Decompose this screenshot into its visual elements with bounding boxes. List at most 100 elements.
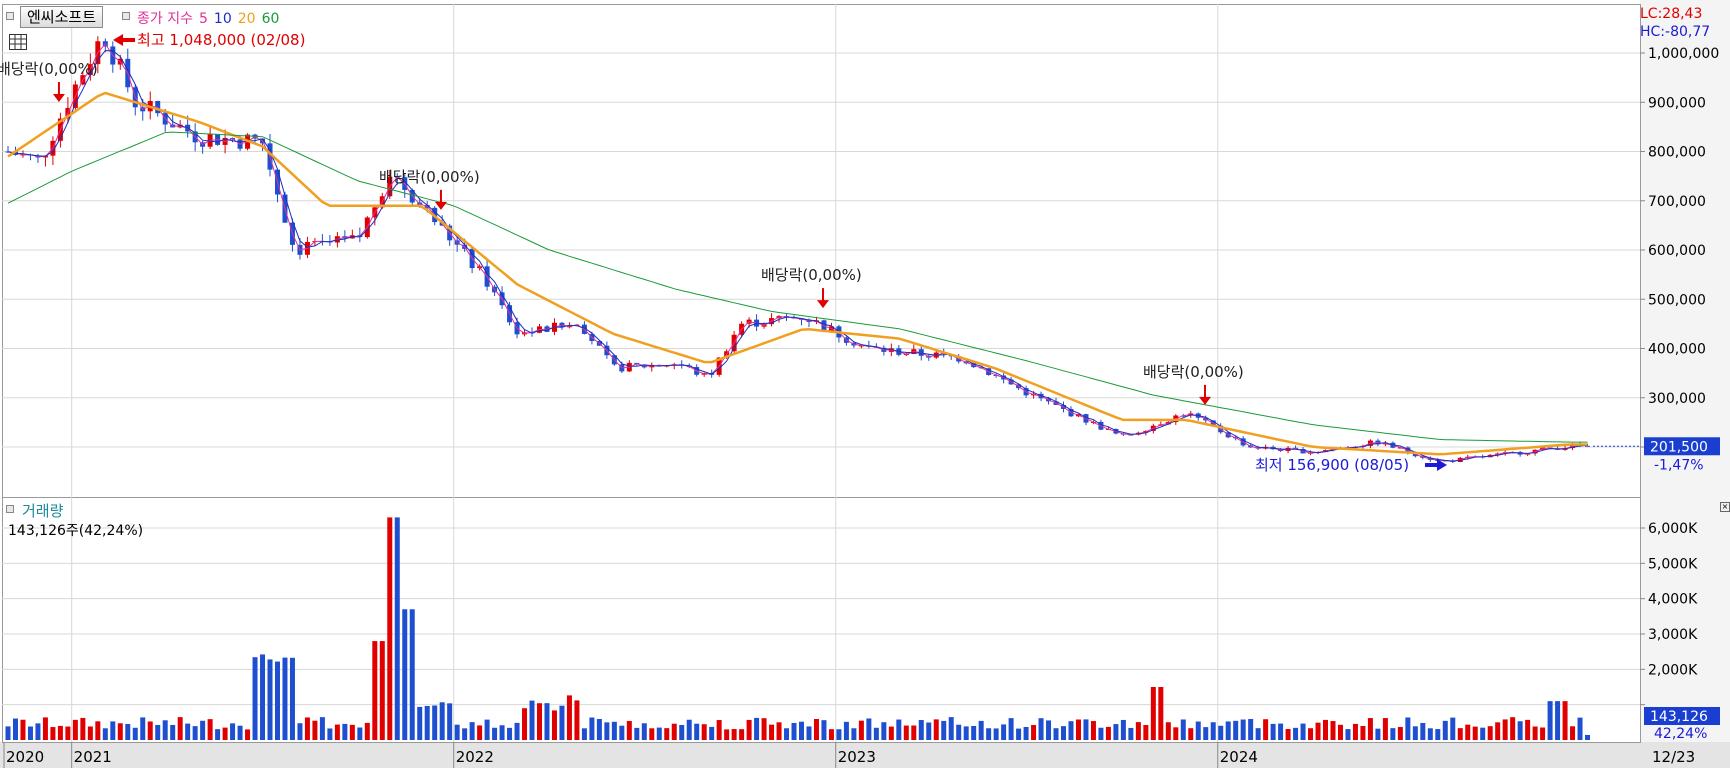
- volume-bar: [42, 717, 48, 740]
- volume-bar: [881, 722, 887, 740]
- volume-bar: [1180, 719, 1186, 740]
- stock-name-button[interactable]: 엔씨소프트: [20, 6, 104, 28]
- volume-bar: [1165, 722, 1171, 740]
- volume-bar: [215, 729, 221, 740]
- volume-bar: [724, 729, 730, 740]
- volume-bar: [155, 724, 161, 740]
- volume-bar: [147, 721, 153, 740]
- volume-bar: [379, 641, 385, 740]
- volume-bar: [1188, 728, 1194, 740]
- table-view-icon[interactable]: [9, 34, 27, 50]
- volume-bar: [1225, 721, 1231, 740]
- volume-bar: [656, 727, 662, 740]
- volume-bar: [492, 727, 498, 740]
- volume-bar: [95, 721, 101, 740]
- volume-bar: [1315, 722, 1321, 740]
- candle-body: [1585, 445, 1591, 447]
- volume-bar: [319, 717, 325, 740]
- volume-bar: [1562, 701, 1568, 740]
- volume-bar: [791, 722, 797, 740]
- volume-pane-marker[interactable]: [6, 505, 14, 513]
- volume-bar: [813, 719, 819, 740]
- volume-axis-label: 3,000K: [1648, 627, 1698, 643]
- volume-bar: [1195, 721, 1201, 740]
- volume-bar: [918, 719, 924, 740]
- volume-bar: [634, 727, 640, 740]
- current-price-badge: 201,500 -1,47%: [1644, 437, 1720, 473]
- volume-bar: [903, 725, 909, 740]
- volume-bar: [499, 725, 505, 740]
- volume-bar: [304, 717, 310, 740]
- volume-bar: [701, 724, 707, 740]
- volume-bar: [1472, 726, 1478, 740]
- ma5-label: 5: [198, 11, 208, 27]
- volume-bar: [454, 724, 460, 740]
- volume-bar: [1585, 734, 1591, 740]
- volume-bar: [1061, 726, 1067, 740]
- volume-bar: [297, 723, 303, 740]
- volume-bar: [1487, 726, 1493, 740]
- volume-bar: [274, 661, 280, 740]
- volume-bar: [911, 725, 917, 740]
- high-annotation: 최고 1,048,000 (02/08): [113, 31, 305, 49]
- dividend-marker: 배당락(0,00%): [379, 168, 480, 210]
- volume-bar: [260, 654, 266, 740]
- dividend-label: 배당락(0,00%): [0, 60, 98, 78]
- volume-bar: [1293, 727, 1299, 740]
- volume-bar: [1128, 727, 1134, 740]
- price-axis-label: 600,000: [1648, 243, 1706, 259]
- volume-bar: [1555, 701, 1561, 740]
- dividend-marker: 배당락(0,00%): [761, 266, 862, 309]
- volume-bar: [1540, 727, 1546, 740]
- volume-bar: [1120, 719, 1126, 740]
- volume-bar: [1532, 726, 1538, 740]
- volume-current-text: 143,126주(42,24%): [8, 523, 144, 539]
- volume-bar: [978, 720, 984, 740]
- volume-bar: [604, 722, 610, 740]
- volume-bar: [177, 717, 183, 740]
- volume-bar: [956, 724, 962, 740]
- volume-bar: [1352, 723, 1358, 740]
- volume-bar: [828, 729, 834, 740]
- x-axis-label: 2023: [838, 748, 876, 766]
- legend-marker[interactable]: [122, 12, 130, 20]
- volume-bar: [941, 720, 947, 740]
- volume-bar: [664, 728, 670, 740]
- volume-bar: [1337, 724, 1343, 740]
- ma-legend[interactable]: 종가 지수 5 10 20 60: [137, 8, 285, 28]
- volume-axis-label: 6,000K: [1648, 521, 1698, 537]
- volume-bar: [694, 723, 700, 740]
- current-volume-value: 143,126: [1650, 709, 1708, 725]
- volume-bar: [619, 725, 625, 740]
- volume-bar: [1038, 718, 1044, 740]
- volume-bar: [843, 721, 849, 740]
- volume-bar: [87, 726, 93, 740]
- volume-bar: [896, 719, 902, 740]
- low-annotation: 최저 156,900 (08/05): [1255, 456, 1447, 474]
- price-pane-marker[interactable]: [6, 12, 14, 20]
- volume-bar: [417, 706, 423, 740]
- volume-bar: [873, 727, 879, 740]
- volume-bar: [529, 700, 535, 740]
- volume-title: 거래량: [22, 502, 64, 520]
- volume-bar: [192, 726, 198, 740]
- volume-bar: [387, 517, 393, 740]
- volume-bar: [1001, 724, 1007, 740]
- volume-bar: [1345, 729, 1351, 740]
- volume-bar: [72, 719, 78, 740]
- high-price-label: 최고 1,048,000 (02/08): [137, 31, 305, 49]
- volume-bar: [746, 719, 752, 740]
- volume-bar: [267, 659, 273, 740]
- volume-bar: [1218, 725, 1224, 740]
- volume-bar: [1450, 717, 1456, 740]
- volume-bar: [1105, 726, 1111, 740]
- pane-close-icon[interactable]: ×: [1720, 502, 1730, 512]
- volume-bar: [1113, 724, 1119, 740]
- volume-bar: [581, 728, 587, 740]
- volume-bar: [851, 728, 857, 740]
- volume-bar: [1375, 728, 1381, 740]
